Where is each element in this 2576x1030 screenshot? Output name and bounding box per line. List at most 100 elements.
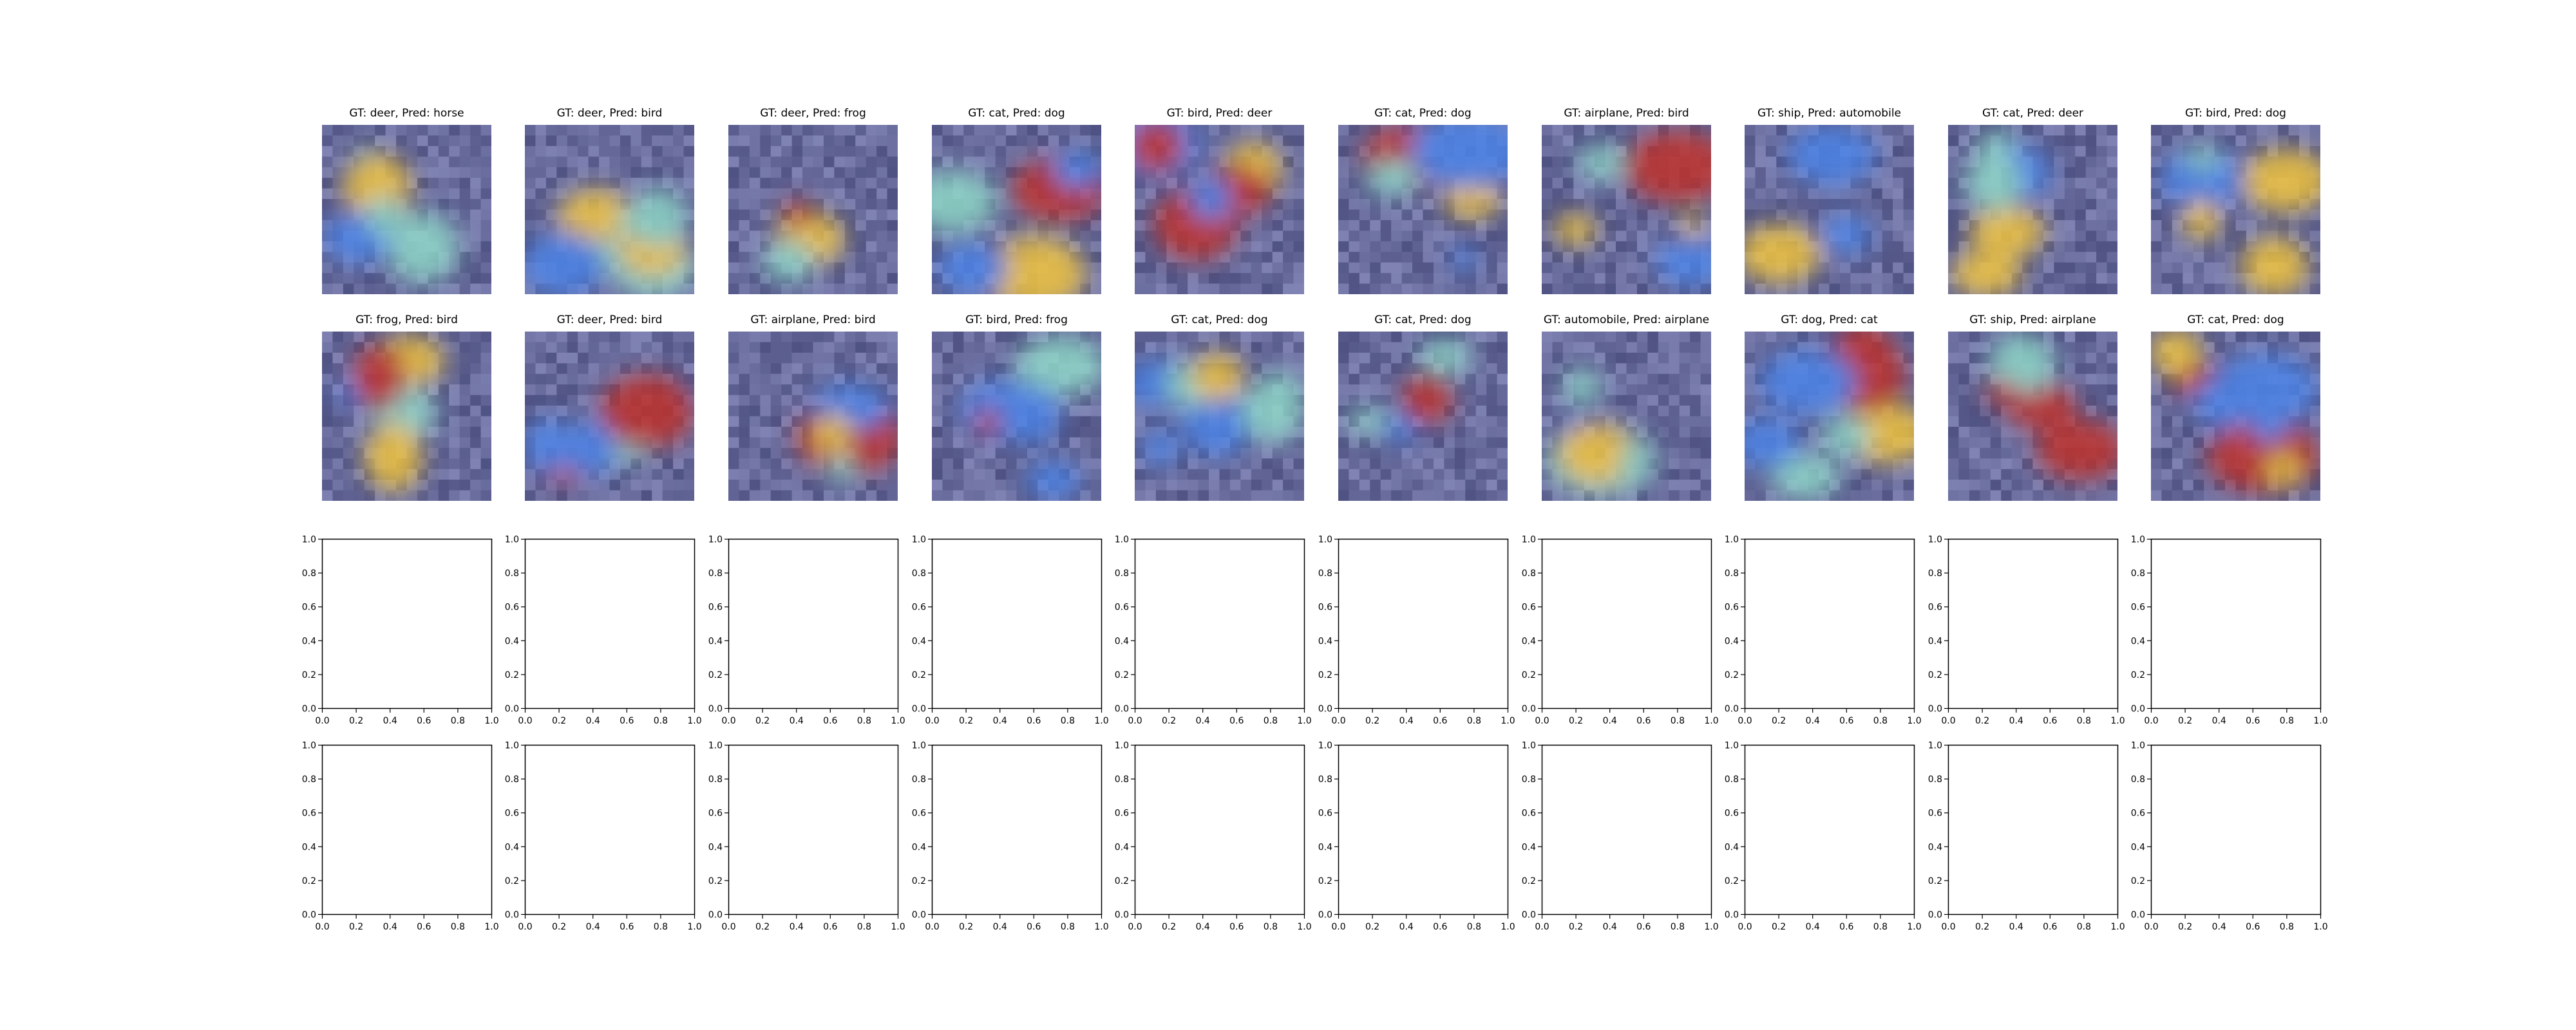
activation-blobs	[1135, 125, 1282, 260]
x-tick-label: 0.0	[1535, 922, 1549, 932]
x-tick-label: 0.8	[1671, 716, 1685, 726]
y-tick-label: 0.6	[1522, 809, 1536, 819]
activation-blobs	[525, 188, 694, 294]
panel-title: GT: bird, Pred: frog	[965, 314, 1068, 326]
axes-frame	[1744, 744, 1915, 915]
x-tick-label: 1.0	[1501, 716, 1515, 726]
x-tick-label: 0.0	[721, 922, 735, 932]
y-tick-label: 0.8	[912, 774, 926, 785]
panel-title: GT: airplane, Pred: bird	[1564, 107, 1689, 120]
gradcam-panel: GT: deer, Pred: horse	[322, 107, 491, 294]
panel-title: GT: ship, Pred: automobile	[1757, 107, 1902, 120]
activation-blobs	[324, 147, 459, 283]
y-tick-label: 0.2	[912, 670, 926, 680]
axes-frame	[321, 538, 493, 709]
panel-title: GT: deer, Pred: bird	[556, 107, 663, 120]
y-tick-label: 0.2	[302, 876, 316, 886]
gradcam-panel: GT: cat, Pred: dog	[2151, 314, 2320, 501]
x-tick-label: 0.0	[1738, 922, 1752, 932]
empty-axes: 0.0 0.2 0.4 0.6 0.8 1.0 0.0 0.2 0.4 0.6 0.8 1.0	[1522, 535, 1719, 727]
x-tick-label: 0.8	[451, 716, 465, 726]
y-tick-label: 0.8	[1725, 568, 1739, 579]
x-tick-label: 1.0	[891, 716, 905, 726]
x-tick-label: 1.0	[2313, 716, 2327, 726]
y-tick-label: 0.4	[1115, 636, 1129, 646]
y-tick-label: 0.0	[1115, 704, 1129, 715]
empty-axes: 0.0 0.2 0.4 0.6 0.8 1.0 0.0 0.2 0.4 0.6 0.8 1.0	[302, 535, 499, 727]
x-tick-label: 0.0	[315, 716, 329, 726]
x-tick-label: 0.6	[1433, 716, 1447, 726]
x-tick-label: 0.6	[1229, 922, 1244, 932]
y-tick-label: 0.2	[2131, 670, 2145, 680]
y-tick-label: 0.2	[1115, 876, 1129, 886]
empty-axes: 0.0 0.2 0.4 0.6 0.8 1.0 0.0 0.2 0.4 0.6 0.8 1.0	[2131, 741, 2328, 933]
axes-frame	[728, 538, 899, 709]
activation-blobs	[2151, 332, 2320, 493]
y-tick-label: 1.0	[1725, 741, 1739, 751]
x-tick-label: 0.2	[1162, 922, 1176, 932]
empty-axes: 0.0 0.2 0.4 0.6 0.8 1.0 0.0 0.2 0.4 0.6 0.8 1.0	[708, 535, 905, 727]
x-tick-label: 0.6	[1839, 922, 1853, 932]
x-tick-label: 0.6	[620, 716, 634, 726]
gradcam-heatmap	[322, 125, 491, 294]
y-tick-label: 1.0	[708, 535, 723, 545]
y-tick-label: 0.2	[2131, 876, 2145, 886]
gradcam-heatmap	[322, 332, 491, 501]
empty-axes: 0.0 0.2 0.4 0.6 0.8 1.0 0.0 0.2 0.4 0.6 0.8 1.0	[708, 741, 905, 933]
x-tick-label: 0.6	[1027, 922, 1041, 932]
y-tick-label: 0.4	[1928, 842, 1942, 852]
y-tick-label: 0.0	[302, 704, 316, 715]
x-tick-label: 0.2	[552, 922, 566, 932]
y-tick-label: 0.0	[1725, 910, 1739, 921]
gradcam-heatmap	[932, 332, 1101, 501]
x-tick-label: 0.2	[349, 922, 363, 932]
x-tick-label: 0.8	[2077, 716, 2091, 726]
activation-blobs	[1951, 130, 2050, 294]
x-tick-label: 0.8	[1264, 922, 1278, 932]
gradcam-heatmap	[2151, 125, 2320, 294]
x-tick-label: 0.2	[1162, 716, 1176, 726]
y-tick-label: 0.2	[1115, 670, 1129, 680]
y-tick-label: 0.0	[912, 704, 926, 715]
y-tick-label: 0.4	[1318, 636, 1332, 646]
gradcam-heatmap	[728, 332, 898, 501]
y-tick-label: 0.8	[912, 568, 926, 579]
y-tick-label: 0.4	[505, 636, 519, 646]
gradcam-panel: GT: bird, Pred: frog	[932, 314, 1101, 501]
y-tick-label: 0.6	[1115, 809, 1129, 819]
y-tick-label: 1.0	[708, 741, 723, 751]
x-tick-label: 0.4	[2009, 922, 2023, 932]
y-tick-label: 1.0	[912, 535, 926, 545]
empty-axes: 0.0 0.2 0.4 0.6 0.8 1.0 0.0 0.2 0.4 0.6 0.8 1.0	[912, 535, 1109, 727]
gradcam-panel: GT: airplane, Pred: bird	[728, 314, 898, 501]
empty-axes: 0.0 0.2 0.4 0.6 0.8 1.0 0.0 0.2 0.4 0.6 0.8 1.0	[1928, 535, 2125, 727]
y-tick-label: 0.6	[1115, 603, 1129, 613]
y-tick-label: 0.8	[302, 568, 316, 579]
x-tick-label: 0.8	[1873, 922, 1888, 932]
y-tick-label: 0.6	[1928, 603, 1942, 613]
panel-title: GT: bird, Pred: deer	[1166, 107, 1273, 120]
y-tick-label: 0.4	[1115, 842, 1129, 852]
x-tick-label: 0.6	[2043, 716, 2057, 726]
y-tick-label: 0.8	[1115, 774, 1129, 785]
axes-frame	[321, 744, 493, 915]
activation-blobs	[1554, 130, 1711, 287]
axes-frame	[1947, 744, 2119, 915]
gradcam-heatmap	[1745, 125, 1914, 294]
y-tick-label: 0.0	[912, 910, 926, 921]
axes-frame	[2150, 744, 2322, 915]
x-tick-label: 1.0	[2110, 922, 2125, 932]
x-tick-label: 0.4	[1806, 922, 1820, 932]
axes-frame	[1541, 538, 1712, 709]
y-tick-label: 1.0	[1522, 535, 1536, 545]
y-tick-label: 0.0	[2131, 704, 2145, 715]
empty-axes: 0.0 0.2 0.4 0.6 0.8 1.0 0.0 0.2 0.4 0.6 0.8 1.0	[1725, 535, 1922, 727]
y-tick-label: 0.6	[1318, 603, 1332, 613]
x-tick-label: 0.2	[552, 716, 566, 726]
y-tick-label: 0.0	[2131, 910, 2145, 921]
y-tick-label: 0.6	[1725, 809, 1739, 819]
x-tick-label: 0.2	[755, 922, 770, 932]
x-tick-label: 0.0	[518, 922, 532, 932]
y-tick-label: 0.0	[1318, 704, 1332, 715]
y-tick-label: 0.4	[1522, 842, 1536, 852]
